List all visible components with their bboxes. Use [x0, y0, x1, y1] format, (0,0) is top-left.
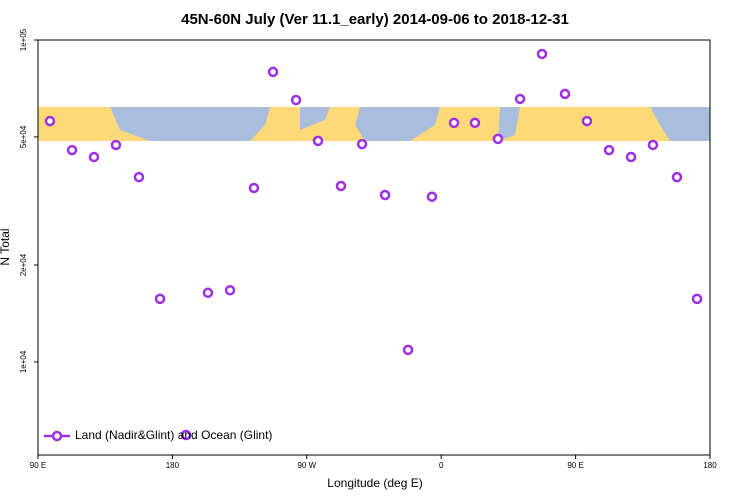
- x-tick-label: 0: [439, 461, 444, 470]
- x-tick-label: 180: [166, 461, 180, 470]
- point: [625, 151, 637, 163]
- x-tick-label: 90 E: [30, 461, 46, 470]
- x-tick-label: 90 W: [297, 461, 316, 470]
- x-tick-label: 180: [703, 461, 717, 470]
- point: [671, 171, 683, 183]
- point: [267, 66, 279, 78]
- point: [691, 293, 703, 305]
- point: [110, 139, 122, 151]
- point: [154, 293, 166, 305]
- point: [402, 344, 414, 356]
- point: [66, 144, 78, 156]
- point: [88, 151, 100, 163]
- point: [581, 115, 593, 127]
- point: [379, 189, 391, 201]
- point: [312, 135, 324, 147]
- y-tick-label: 1e+05: [19, 28, 28, 51]
- map-ocean: [110, 107, 710, 141]
- point: [44, 115, 56, 127]
- point: [335, 180, 347, 192]
- point: [492, 133, 504, 145]
- point: [290, 94, 302, 106]
- y-tick-label: 5e+04: [19, 125, 28, 148]
- chart-title: 45N-60N July (Ver 11.1_early) 2014-09-06…: [181, 11, 569, 28]
- plot-frame: [37, 39, 711, 456]
- legend-label: Land (Nadir&Glint) and Ocean (Glint): [75, 428, 272, 442]
- point: [180, 429, 192, 441]
- point: [469, 117, 481, 129]
- y-tick-label: 1e+04: [19, 350, 28, 373]
- point: [356, 138, 368, 150]
- y-tick-label: 2e+04: [19, 253, 28, 276]
- point: [448, 117, 460, 129]
- point: [647, 139, 659, 151]
- point: [536, 48, 548, 60]
- x-tick-label: 90 E: [567, 461, 583, 470]
- legend-marker: [51, 430, 63, 442]
- point: [133, 171, 145, 183]
- point: [248, 182, 260, 194]
- point: [426, 191, 438, 202]
- point: [514, 93, 526, 105]
- point: [224, 284, 236, 296]
- point: [202, 287, 214, 299]
- point: [603, 144, 615, 156]
- x-axis-label: Longitude (deg E): [327, 476, 422, 490]
- point: [559, 88, 571, 100]
- y-axis-label: N Total: [0, 228, 12, 265]
